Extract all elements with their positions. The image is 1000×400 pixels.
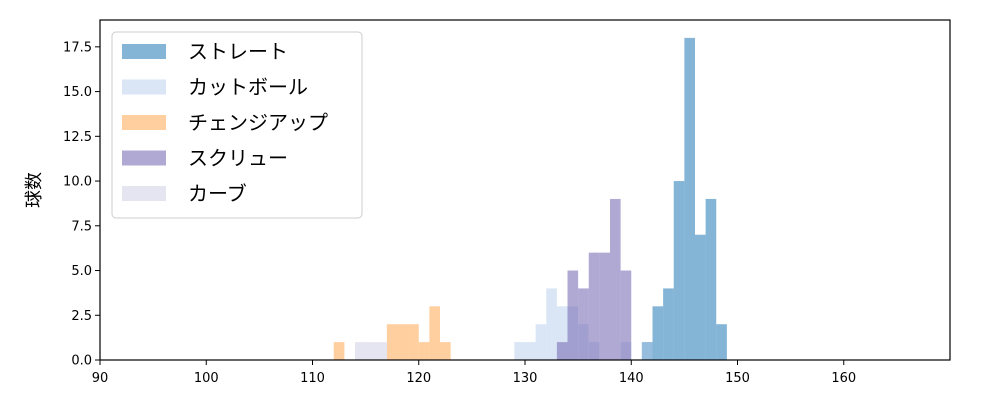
bar-s3-b5	[610, 198, 621, 360]
x-tick-label: 120	[406, 371, 431, 386]
legend-label: カーブ	[188, 182, 247, 206]
bar-s4-b0	[355, 342, 366, 360]
y-axis-ticks: 0.0 2.5 5.0 7.5 10.0 12.5 15.0 17.5	[63, 40, 100, 369]
bar-s4-b2	[376, 342, 387, 360]
bar-s0-b3	[673, 181, 685, 360]
legend-swatch	[122, 115, 166, 130]
legend-label: カットボール	[188, 75, 308, 99]
x-tick-label: 90	[92, 371, 109, 386]
bar-s4-b1	[365, 342, 377, 360]
y-tick-label: 7.5	[71, 219, 92, 234]
bar-s3-b4	[599, 252, 610, 360]
bar-s2-b6	[440, 342, 451, 360]
legend-box	[111, 31, 363, 219]
bar-s0-b4	[684, 37, 695, 360]
x-tick-label: 100	[194, 371, 219, 386]
bar-s3-b6	[620, 270, 632, 360]
x-tick-label: 140	[619, 371, 644, 386]
bar-s1-b2	[535, 324, 547, 360]
x-tick-label: 160	[831, 371, 856, 386]
y-tick-label: 5.0	[71, 264, 92, 279]
bar-s3-b2	[578, 288, 589, 360]
bar-s0-b1	[652, 306, 664, 360]
legend-label: スクリュー	[188, 146, 288, 170]
bar-s0-b2	[663, 288, 674, 360]
y-tick-label: 10.0	[63, 175, 92, 190]
legend-label: ストレート	[188, 40, 288, 64]
bar-s2-b2	[397, 324, 409, 360]
bar-s3-b0	[556, 342, 568, 360]
bar-s2-b1	[386, 324, 398, 360]
x-tick-label: 130	[513, 371, 538, 386]
legend-swatch	[122, 186, 166, 201]
y-tick-label: 12.5	[63, 130, 92, 145]
x-tick-label: 110	[300, 371, 325, 386]
bar-s1-b9	[641, 342, 653, 360]
bar-s2-b4	[418, 342, 430, 360]
bar-s2-b3	[408, 324, 419, 360]
bar-s2-b5	[429, 306, 440, 360]
legend-swatch	[122, 79, 166, 95]
bars-layer	[333, 37, 727, 360]
bar-s1-b4	[556, 306, 568, 360]
bar-s1-b1	[525, 342, 536, 360]
y-tick-label: 15.0	[63, 85, 92, 100]
legend-swatch	[122, 44, 166, 59]
bar-s0-b6	[705, 198, 717, 360]
x-axis-ticks: 90 100 110 120 130 140 150 160	[92, 360, 856, 386]
y-axis-label: 球数	[24, 172, 45, 208]
bar-s0-b5	[695, 234, 706, 360]
y-tick-label: 17.5	[63, 40, 92, 55]
y-tick-label: 2.5	[71, 309, 92, 324]
bar-s3-b1	[567, 270, 579, 360]
y-tick-label: 0.0	[71, 354, 92, 369]
legend-swatch	[122, 150, 166, 166]
bar-s0-b7	[716, 324, 727, 360]
legend-label: チェンジアップ	[188, 111, 328, 135]
bar-s1-b3	[546, 288, 557, 360]
bar-s2-b0	[333, 342, 345, 360]
x-tick-label: 150	[725, 371, 750, 386]
bar-s1-b0	[514, 342, 525, 360]
bar-s0-b0	[641, 342, 653, 360]
bar-s3-b3	[588, 252, 600, 360]
